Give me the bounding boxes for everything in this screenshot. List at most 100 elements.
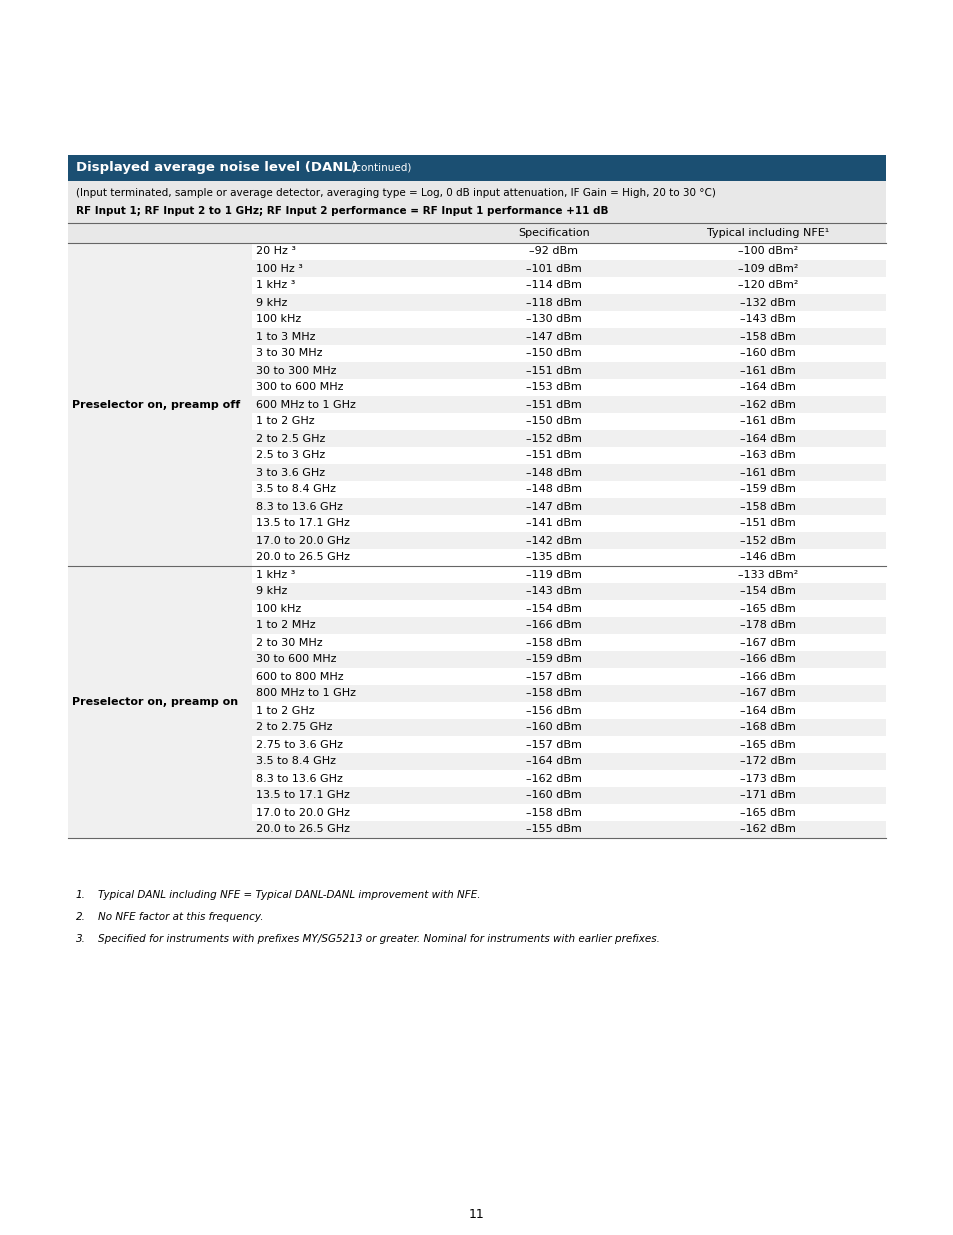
Text: Typical DANL including NFE = Typical DANL-DANL improvement with NFE.: Typical DANL including NFE = Typical DAN… <box>98 890 480 900</box>
Text: –101 dBm: –101 dBm <box>525 263 581 273</box>
Text: –92 dBm: –92 dBm <box>529 247 578 257</box>
Text: 2 to 2.5 GHz: 2 to 2.5 GHz <box>255 433 325 443</box>
Text: Specified for instruments with prefixes MY/SG5213 or greater. Nominal for instru: Specified for instruments with prefixes … <box>98 934 659 944</box>
Text: 3.5 to 8.4 GHz: 3.5 to 8.4 GHz <box>255 757 335 767</box>
Text: 2 to 30 MHz: 2 to 30 MHz <box>255 637 322 647</box>
Text: –154 dBm: –154 dBm <box>525 604 581 614</box>
Text: 1 to 2 GHz: 1 to 2 GHz <box>255 705 314 715</box>
Text: –166 dBm: –166 dBm <box>740 655 795 664</box>
Text: 3.5 to 8.4 GHz: 3.5 to 8.4 GHz <box>255 484 335 494</box>
Text: 20 Hz ³: 20 Hz ³ <box>255 247 295 257</box>
Text: –167 dBm: –167 dBm <box>740 688 795 699</box>
Text: –164 dBm: –164 dBm <box>740 705 795 715</box>
Text: –158 dBm: –158 dBm <box>525 688 581 699</box>
Text: –161 dBm: –161 dBm <box>740 468 795 478</box>
Bar <box>252 311 885 329</box>
Text: –165 dBm: –165 dBm <box>740 740 795 750</box>
Text: –156 dBm: –156 dBm <box>525 705 581 715</box>
Text: –147 dBm: –147 dBm <box>525 501 581 511</box>
Text: –157 dBm: –157 dBm <box>525 740 581 750</box>
Text: –158 dBm: –158 dBm <box>740 501 795 511</box>
Text: –142 dBm: –142 dBm <box>525 536 581 546</box>
Text: –159 dBm: –159 dBm <box>740 484 795 494</box>
Text: (Input terminated, sample or average detector, averaging type = Log, 0 dB input : (Input terminated, sample or average det… <box>76 188 715 198</box>
Text: 600 to 800 MHz: 600 to 800 MHz <box>255 672 343 682</box>
Text: 1 kHz ³: 1 kHz ³ <box>255 280 295 290</box>
Text: 1 to 3 MHz: 1 to 3 MHz <box>255 331 315 342</box>
Text: 17.0 to 20.0 GHz: 17.0 to 20.0 GHz <box>255 536 350 546</box>
Bar <box>252 634 885 651</box>
Text: –118 dBm: –118 dBm <box>525 298 581 308</box>
Text: –164 dBm: –164 dBm <box>740 433 795 443</box>
Text: 100 Hz ³: 100 Hz ³ <box>255 263 302 273</box>
Bar <box>252 600 885 618</box>
Text: –158 dBm: –158 dBm <box>525 637 581 647</box>
Text: –152 dBm: –152 dBm <box>740 536 795 546</box>
Text: Specification: Specification <box>517 228 589 238</box>
Text: –154 dBm: –154 dBm <box>740 587 795 597</box>
Text: –155 dBm: –155 dBm <box>525 825 581 835</box>
Bar <box>252 736 885 753</box>
Bar <box>252 379 885 396</box>
Text: 1 to 2 GHz: 1 to 2 GHz <box>255 416 314 426</box>
Text: –163 dBm: –163 dBm <box>740 451 795 461</box>
Text: –166 dBm: –166 dBm <box>740 672 795 682</box>
Bar <box>252 345 885 362</box>
Text: Typical including NFE¹: Typical including NFE¹ <box>706 228 828 238</box>
Text: 20.0 to 26.5 GHz: 20.0 to 26.5 GHz <box>255 552 350 562</box>
Bar <box>68 156 885 182</box>
Text: –173 dBm: –173 dBm <box>740 773 795 783</box>
Text: –148 dBm: –148 dBm <box>525 484 581 494</box>
Text: –166 dBm: –166 dBm <box>525 620 581 631</box>
Bar <box>252 668 885 685</box>
Text: 13.5 to 17.1 GHz: 13.5 to 17.1 GHz <box>255 519 350 529</box>
Text: –135 dBm: –135 dBm <box>525 552 581 562</box>
Text: –147 dBm: –147 dBm <box>525 331 581 342</box>
Bar <box>252 769 885 787</box>
Text: –158 dBm: –158 dBm <box>525 808 581 818</box>
Text: 3.: 3. <box>76 934 86 944</box>
Text: –143 dBm: –143 dBm <box>740 315 795 325</box>
Text: –161 dBm: –161 dBm <box>740 366 795 375</box>
Text: –165 dBm: –165 dBm <box>740 604 795 614</box>
Text: –151 dBm: –151 dBm <box>525 399 581 410</box>
Text: 11: 11 <box>469 1209 484 1221</box>
Bar <box>252 566 885 583</box>
Text: –133 dBm²: –133 dBm² <box>737 569 798 579</box>
Bar <box>252 277 885 294</box>
Text: –162 dBm: –162 dBm <box>740 825 795 835</box>
Text: –143 dBm: –143 dBm <box>525 587 581 597</box>
Text: –150 dBm: –150 dBm <box>525 416 581 426</box>
Text: 9 kHz: 9 kHz <box>255 298 287 308</box>
Text: 600 MHz to 1 GHz: 600 MHz to 1 GHz <box>255 399 355 410</box>
Text: 1 kHz ³: 1 kHz ³ <box>255 569 295 579</box>
Text: 8.3 to 13.6 GHz: 8.3 to 13.6 GHz <box>255 773 342 783</box>
Text: –114 dBm: –114 dBm <box>525 280 581 290</box>
Text: 2.: 2. <box>76 911 86 923</box>
Text: –172 dBm: –172 dBm <box>740 757 795 767</box>
Text: 3 to 3.6 GHz: 3 to 3.6 GHz <box>255 468 325 478</box>
Bar <box>68 566 885 839</box>
Text: RF Input 1; RF Input 2 to 1 GHz; RF Input 2 performance = RF Input 1 performance: RF Input 1; RF Input 2 to 1 GHz; RF Inpu… <box>76 206 608 216</box>
Text: –100 dBm²: –100 dBm² <box>737 247 798 257</box>
Bar <box>68 224 885 243</box>
Text: –152 dBm: –152 dBm <box>525 433 581 443</box>
Text: –130 dBm: –130 dBm <box>525 315 581 325</box>
Bar <box>68 182 885 224</box>
Text: 17.0 to 20.0 GHz: 17.0 to 20.0 GHz <box>255 808 350 818</box>
Bar <box>252 412 885 430</box>
Bar <box>252 701 885 719</box>
Text: 1 to 2 MHz: 1 to 2 MHz <box>255 620 315 631</box>
Text: 8.3 to 13.6 GHz: 8.3 to 13.6 GHz <box>255 501 342 511</box>
Text: –168 dBm: –168 dBm <box>740 722 795 732</box>
Text: No NFE factor at this frequency.: No NFE factor at this frequency. <box>98 911 263 923</box>
Text: –159 dBm: –159 dBm <box>525 655 581 664</box>
Text: –161 dBm: –161 dBm <box>740 416 795 426</box>
Text: 1.: 1. <box>76 890 86 900</box>
Text: –178 dBm: –178 dBm <box>740 620 795 631</box>
Text: –146 dBm: –146 dBm <box>740 552 795 562</box>
Text: 100 kHz: 100 kHz <box>255 604 301 614</box>
Text: –167 dBm: –167 dBm <box>740 637 795 647</box>
Bar <box>252 480 885 498</box>
Text: –165 dBm: –165 dBm <box>740 808 795 818</box>
